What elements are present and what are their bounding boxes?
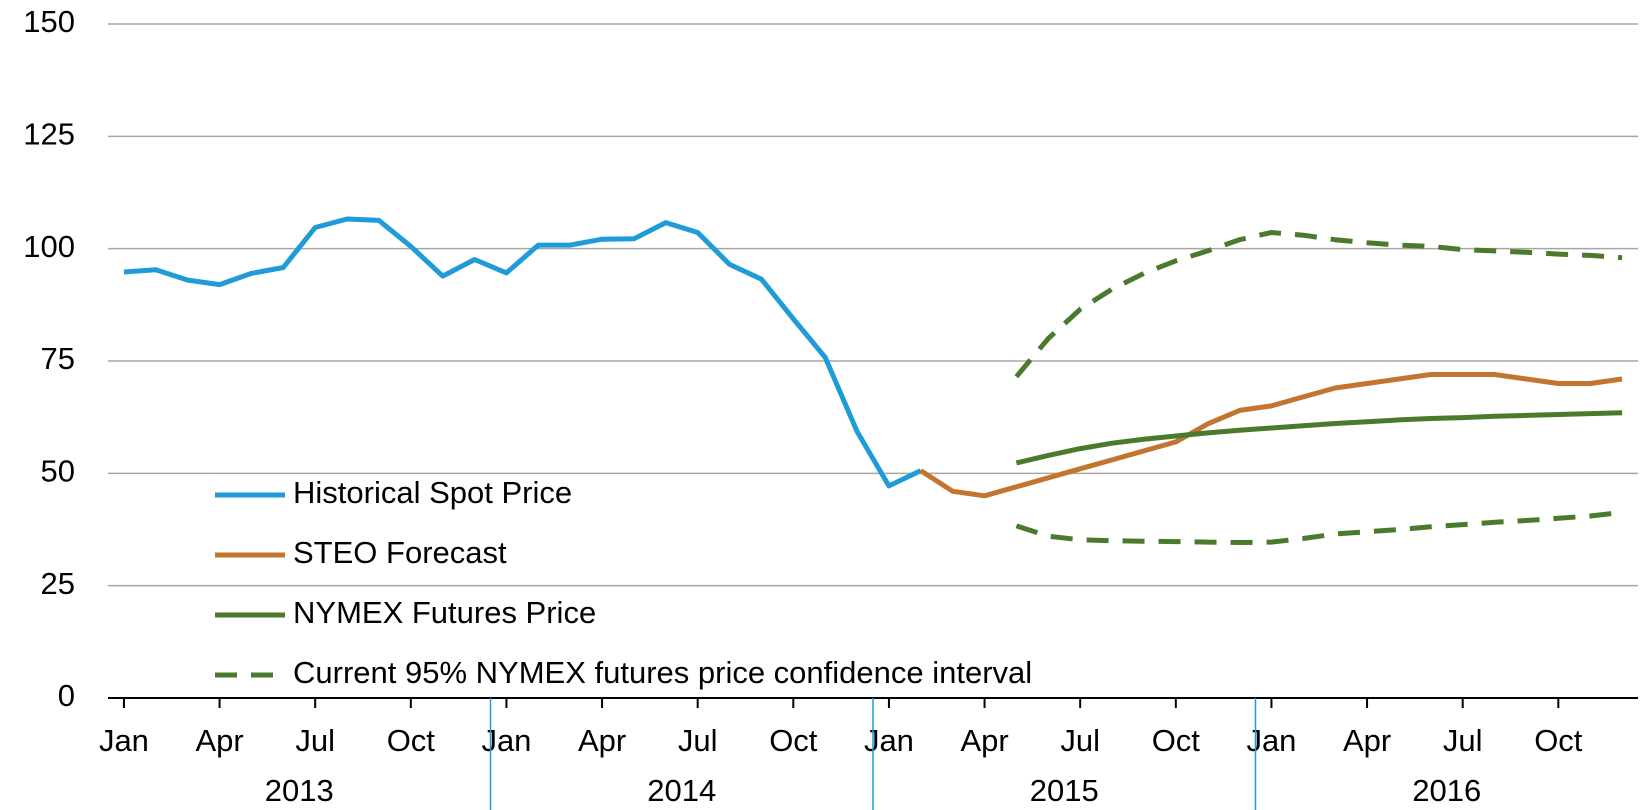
legend-label: NYMEX Futures Price [293, 595, 596, 630]
series-line [1014, 230, 1623, 379]
x-tick-label: Jan [1246, 723, 1296, 758]
x-tick-label: Jan [864, 723, 914, 758]
y-tick-label: 50 [41, 454, 75, 489]
x-tick-label: Apr [578, 723, 626, 758]
x-tick-label: Apr [960, 723, 1008, 758]
x-group-label: 2016 [1412, 773, 1481, 808]
y-tick-label: 100 [23, 229, 75, 264]
series-line-lower [1015, 509, 1623, 545]
series-line [919, 372, 1623, 499]
x-group-label: 2014 [647, 773, 716, 808]
x-tick-label: Jul [1060, 723, 1100, 758]
y-tick-label: 125 [23, 117, 75, 152]
x-tick-label: Oct [1152, 723, 1201, 758]
x-group-label: 2013 [265, 773, 334, 808]
legend-label: STEO Forecast [293, 535, 507, 570]
x-tick-label: Jul [1443, 723, 1483, 758]
legend-label: Current 95% NYMEX futures price confiden… [293, 655, 1032, 690]
y-tick-label: 150 [23, 4, 75, 39]
y-tick-label: 75 [41, 341, 75, 376]
x-tick-label: Jul [295, 723, 335, 758]
y-tick-label: 25 [41, 566, 75, 601]
x-tick-label: Apr [1343, 723, 1391, 758]
x-tick-label: Jan [99, 723, 149, 758]
y-tick-label: 0 [58, 678, 75, 713]
x-tick-label: Oct [387, 723, 436, 758]
x-tick-label: Jan [481, 723, 531, 758]
series-line [1015, 410, 1623, 466]
x-tick-label: Oct [769, 723, 818, 758]
x-tick-label: Apr [195, 723, 243, 758]
x-group-label: 2015 [1030, 773, 1099, 808]
series-line [123, 216, 922, 489]
x-tick-label: Oct [1534, 723, 1583, 758]
legend-label: Historical Spot Price [293, 475, 572, 510]
x-tick-label: Jul [678, 723, 718, 758]
